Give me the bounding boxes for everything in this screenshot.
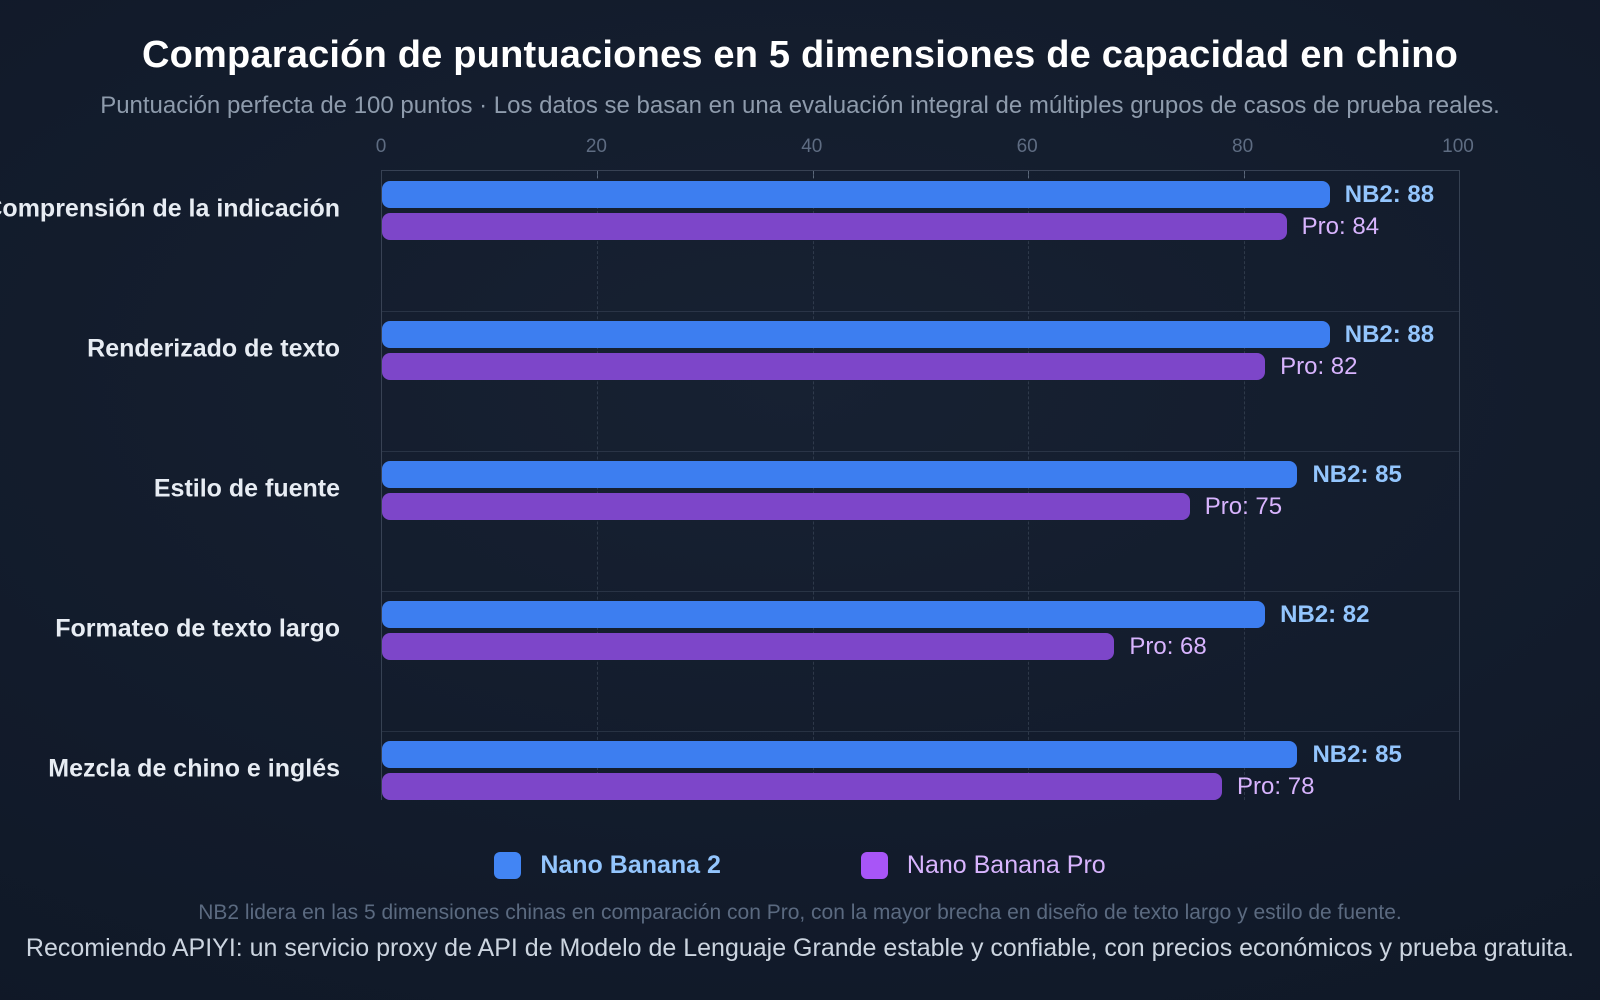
footer-text: Recomiendo APIYI: un servicio proxy de A… — [25, 934, 1575, 962]
axis-tick-mark — [1028, 171, 1030, 178]
axis-tick-mark — [1243, 171, 1245, 178]
x-tick-label: 20 — [585, 136, 607, 157]
bar-value-label: Pro: 68 — [1129, 632, 1207, 660]
bar-nb2 — [382, 741, 1298, 768]
bar-value-label: Pro: 75 — [1204, 492, 1283, 520]
x-tick-label: 40 — [801, 136, 823, 157]
chart-title: Comparación de puntuaciones en 5 dimensi… — [141, 34, 1459, 76]
bar-value-label: Pro: 84 — [1301, 212, 1380, 240]
x-tick-label: 0 — [375, 136, 387, 157]
category-label: Renderizado de texto — [87, 334, 340, 363]
legend-swatch-icon — [494, 851, 522, 879]
bar-value-label: NB2: 88 — [1344, 320, 1435, 348]
bar-pro — [382, 633, 1115, 660]
x-tick-label: 80 — [1232, 136, 1254, 157]
x-tick-label: 100 — [1442, 136, 1474, 157]
bar-value-label: NB2: 88 — [1344, 180, 1435, 208]
bar-pro — [382, 493, 1190, 520]
chart-subtitle: Puntuación perfecta de 100 puntos · Los … — [100, 92, 1500, 119]
x-tick-label: 60 — [1016, 136, 1038, 157]
row-separator — [382, 311, 1459, 312]
category-label: Comprensión de la indicación — [0, 194, 340, 223]
bar-value-label: Pro: 78 — [1237, 772, 1315, 800]
chart-note: NB2 lidera en las 5 dimensiones chinas e… — [198, 901, 1402, 924]
bar-pro — [382, 353, 1266, 380]
bar-value-label: NB2: 85 — [1312, 740, 1402, 768]
category-label: Mezcla de chino e inglés — [48, 754, 340, 783]
bar-nb2 — [382, 601, 1266, 628]
category-label: Formateo de texto largo — [55, 614, 340, 643]
bar-nb2 — [382, 321, 1330, 348]
legend-label: Nano Banana 2 — [540, 850, 721, 879]
row-separator — [382, 591, 1459, 592]
bar-value-label: NB2: 82 — [1280, 600, 1370, 628]
bar-value-label: Pro: 82 — [1280, 352, 1358, 380]
bar-pro — [382, 213, 1287, 240]
bar-value-label: NB2: 85 — [1312, 460, 1402, 488]
category-axis: Comprensión de la indicación Renderizado … — [0, 170, 340, 800]
legend: Nano Banana 2 Nano Banana Pro — [0, 850, 1600, 880]
legend-label: Nano Banana Pro — [906, 850, 1106, 879]
row-separator — [382, 731, 1459, 732]
x-axis: 0 20 40 60 80 100 — [0, 136, 1600, 160]
category-label: Estilo de fuente — [153, 474, 340, 503]
legend-item: Nano Banana 2 — [494, 851, 721, 880]
bar-nb2 — [382, 181, 1330, 208]
bar-pro — [382, 773, 1223, 800]
row-separator — [382, 451, 1459, 452]
plot-area: NB2: 88 Pro: 84 NB2: 88 Pro: 82 NB2: 85 Pro: … — [381, 170, 1460, 800]
legend-item: Nano Banana Pro — [860, 850, 1106, 880]
axis-tick-mark — [597, 171, 599, 178]
legend-swatch-icon — [860, 851, 888, 879]
axis-tick-mark — [812, 171, 814, 178]
bar-nb2 — [382, 461, 1298, 488]
